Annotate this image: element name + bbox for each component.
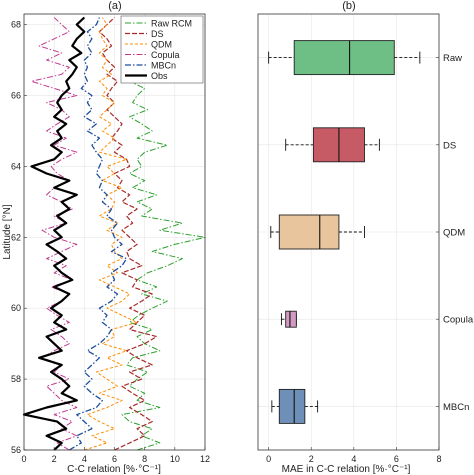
panel-b-boxes xyxy=(268,40,421,424)
panel-a-x-tick-label: 10 xyxy=(170,454,180,464)
box-category-label-copula: Copula xyxy=(443,315,474,326)
series-line-copula xyxy=(31,17,78,451)
series-line-obs xyxy=(22,16,86,451)
panel-b-category-labels: Raw DS QDM Copula MBCn xyxy=(436,53,474,413)
box-iqr-copula xyxy=(285,310,297,328)
legend-box xyxy=(120,15,204,84)
panel-a-x-tick-label: 8 xyxy=(142,454,147,464)
box-category-label-raw: Raw xyxy=(443,53,462,64)
box-iqr-qdm xyxy=(278,214,340,250)
series-line-qdm xyxy=(84,17,138,451)
panel-a-x-tick-label: 4 xyxy=(82,454,87,464)
panel-a-x-ticks: 0 2 4 6 8 10 12 xyxy=(21,447,210,464)
panel-a-y-tick-label: 64 xyxy=(11,161,21,171)
panel-b-x-tick-label: 6 xyxy=(394,454,399,464)
legend-label: MBCn xyxy=(151,61,176,71)
series-line-ds xyxy=(98,17,158,451)
panel-a-x-axis-label: C-C relation [%·°C⁻¹] xyxy=(67,464,161,475)
legend-label: DS xyxy=(151,29,164,39)
series-line-mbcn xyxy=(68,17,128,451)
panel-a-x-tick-label: 2 xyxy=(52,454,57,464)
panel-b-x-tick-label: 2 xyxy=(309,454,314,464)
panel-a-x-tick-label: 6 xyxy=(112,454,117,464)
panel-b-x-tick-label: 8 xyxy=(436,454,441,464)
panel-a-y-tick-label: 58 xyxy=(11,374,21,384)
legend-label: Copula xyxy=(151,50,180,60)
box-category-label-qdm: QDM xyxy=(443,228,465,239)
panel-b-x-tick-label: 0 xyxy=(266,454,271,464)
panel-a-x-tick-label: 0 xyxy=(21,454,26,464)
panel-a-y-tick-label: 60 xyxy=(11,303,21,313)
panel-a-y-tick-label: 68 xyxy=(11,20,21,30)
panel-a-y-tick-label: 62 xyxy=(11,232,21,242)
box-category-label-ds: DS xyxy=(443,140,456,151)
panel-b-label: (b) xyxy=(342,0,355,12)
panel-b-x-axis-label: MAE in C-C relation [%·°C⁻¹] xyxy=(282,464,411,475)
box-iqr-mbcn xyxy=(278,388,306,424)
panel-a-y-ticks: 56 58 60 62 64 66 68 xyxy=(11,20,27,455)
panel-a-y-axis-label: Latitude [°N] xyxy=(2,204,13,259)
legend-label: Raw RCM xyxy=(151,19,192,29)
panel-b-box-chart: (b) 0 2 4 6 8 Raw DS QDM Copula MBCn MAE in C-C … xyxy=(257,0,474,475)
panel-b-x-tick-label: 4 xyxy=(351,454,356,464)
box-category-label-mbcn: MBCn xyxy=(443,402,469,413)
legend-label: QDM xyxy=(151,40,172,50)
panel-b-x-ticks: 0 2 4 6 8 xyxy=(266,447,442,464)
panel-a-y-tick-label: 56 xyxy=(11,445,21,455)
panel-a-y-tick-label: 66 xyxy=(11,91,21,101)
legend-label: Obs xyxy=(151,71,168,81)
series-line-raw-rcm xyxy=(121,17,206,451)
box-iqr-raw xyxy=(293,40,395,76)
panel-a-label: (a) xyxy=(108,0,121,12)
panel-a-x-tick-label: 12 xyxy=(200,454,210,464)
panel-a-series xyxy=(22,16,206,451)
